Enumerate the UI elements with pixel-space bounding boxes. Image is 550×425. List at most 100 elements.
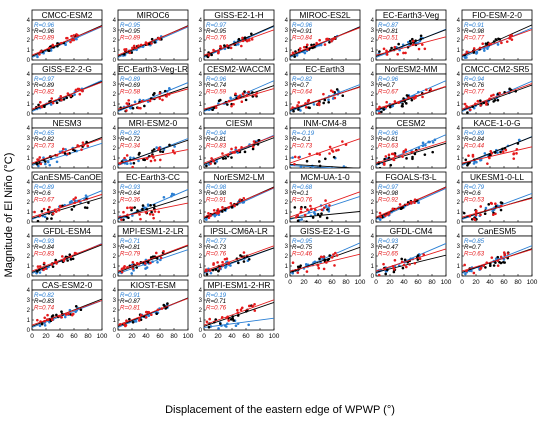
point-black bbox=[135, 266, 139, 269]
fit-line-black bbox=[290, 163, 360, 168]
point-red bbox=[404, 148, 408, 152]
fit-line-black bbox=[376, 254, 446, 273]
point-black bbox=[60, 310, 63, 313]
point-red bbox=[377, 273, 381, 276]
y-tick-label: 2 bbox=[371, 254, 375, 260]
point-black bbox=[318, 257, 321, 261]
point-red bbox=[247, 90, 250, 94]
series-layer bbox=[462, 80, 532, 114]
x-tick-label: 0 bbox=[30, 333, 34, 340]
point-red bbox=[209, 162, 212, 165]
x-tick-label: 20 bbox=[214, 333, 222, 340]
series-layer bbox=[118, 25, 188, 58]
point-red bbox=[48, 205, 51, 209]
point-blue bbox=[213, 214, 217, 218]
y-tick-label: 3 bbox=[27, 82, 31, 88]
r-value-blue: R=0.96 bbox=[206, 76, 227, 83]
point-red bbox=[212, 262, 215, 265]
point-red bbox=[242, 251, 246, 254]
fit-line-blue bbox=[204, 187, 274, 220]
r-value-blue: R=0.94 bbox=[206, 130, 227, 137]
y-tick-label: 3 bbox=[199, 298, 203, 304]
point-red bbox=[131, 165, 134, 168]
point-black bbox=[79, 308, 83, 312]
fit-line-black bbox=[376, 142, 446, 165]
point-blue bbox=[324, 204, 328, 208]
point-red bbox=[42, 207, 46, 211]
y-tick-label: 3 bbox=[27, 28, 31, 34]
r-value-blue: R=0.93 bbox=[34, 238, 55, 245]
panel-title: CanESM5 bbox=[478, 226, 517, 236]
point-red bbox=[485, 103, 488, 106]
point-red bbox=[330, 149, 334, 152]
point-black bbox=[61, 204, 64, 208]
point-red bbox=[396, 52, 399, 56]
point-red bbox=[212, 48, 215, 52]
series-layer bbox=[118, 189, 188, 222]
point-red bbox=[66, 152, 70, 156]
point-black bbox=[494, 261, 497, 264]
point-red bbox=[322, 267, 326, 271]
point-red bbox=[393, 45, 397, 49]
point-red bbox=[38, 101, 42, 104]
y-tick-label: 0 bbox=[457, 274, 461, 280]
point-black bbox=[500, 201, 504, 205]
point-black bbox=[431, 150, 434, 154]
fit-line-blue bbox=[118, 249, 188, 274]
point-red bbox=[42, 261, 46, 265]
point-red bbox=[468, 108, 472, 112]
y-tick-label: 4 bbox=[199, 72, 203, 78]
point-black bbox=[484, 266, 487, 269]
point-black bbox=[83, 206, 87, 209]
r-value-red: R=0.83 bbox=[206, 142, 227, 149]
x-tick-label: 100 bbox=[97, 333, 108, 340]
point-red bbox=[382, 262, 385, 266]
fit-line-red bbox=[462, 29, 532, 56]
point-blue bbox=[229, 96, 232, 100]
point-black bbox=[217, 269, 220, 272]
point-black bbox=[326, 169, 329, 172]
y-tick-label: 4 bbox=[113, 180, 117, 186]
point-black bbox=[464, 158, 468, 162]
point-red bbox=[472, 271, 476, 275]
point-red bbox=[253, 309, 257, 312]
point-black bbox=[132, 161, 136, 165]
point-red bbox=[393, 259, 397, 262]
point-red bbox=[43, 316, 47, 320]
point-red bbox=[210, 157, 213, 160]
point-red bbox=[392, 158, 396, 162]
panel-16: INM-CM4-8 0 1 2 3 4R=-0.19R=-0.1R=0.73 bbox=[285, 117, 361, 172]
y-tick-label: 3 bbox=[27, 298, 31, 304]
y-tick-label: 0 bbox=[199, 274, 203, 280]
r-value-red: R=0.89 bbox=[120, 34, 141, 41]
y-tick-label: 1 bbox=[457, 156, 461, 162]
fit-line-red bbox=[290, 191, 360, 218]
point-blue bbox=[43, 215, 47, 219]
y-tick-label: 3 bbox=[27, 136, 31, 142]
point-blue bbox=[312, 167, 315, 168]
point-red bbox=[398, 203, 402, 206]
point-red bbox=[240, 44, 243, 48]
point-red bbox=[328, 204, 331, 207]
point-blue bbox=[129, 156, 132, 160]
x-tick-label: 80 bbox=[170, 333, 178, 340]
x-tick-label: 80 bbox=[84, 333, 92, 340]
x-tick-label: 80 bbox=[428, 279, 436, 286]
point-red bbox=[238, 198, 242, 201]
point-black bbox=[378, 166, 382, 168]
point-red bbox=[490, 151, 494, 155]
y-tick-label: 2 bbox=[199, 92, 203, 98]
point-red bbox=[489, 201, 493, 205]
point-red bbox=[248, 39, 251, 42]
point-black bbox=[131, 320, 135, 324]
point-black bbox=[136, 209, 139, 212]
y-tick-label: 0 bbox=[113, 274, 117, 280]
x-tick-label: 40 bbox=[314, 279, 322, 286]
y-tick-label: 2 bbox=[113, 308, 117, 314]
r-value-blue: R=0.82 bbox=[120, 130, 141, 137]
point-black bbox=[325, 216, 329, 220]
point-black bbox=[220, 210, 224, 213]
point-black bbox=[205, 272, 209, 276]
point-red bbox=[38, 265, 42, 268]
